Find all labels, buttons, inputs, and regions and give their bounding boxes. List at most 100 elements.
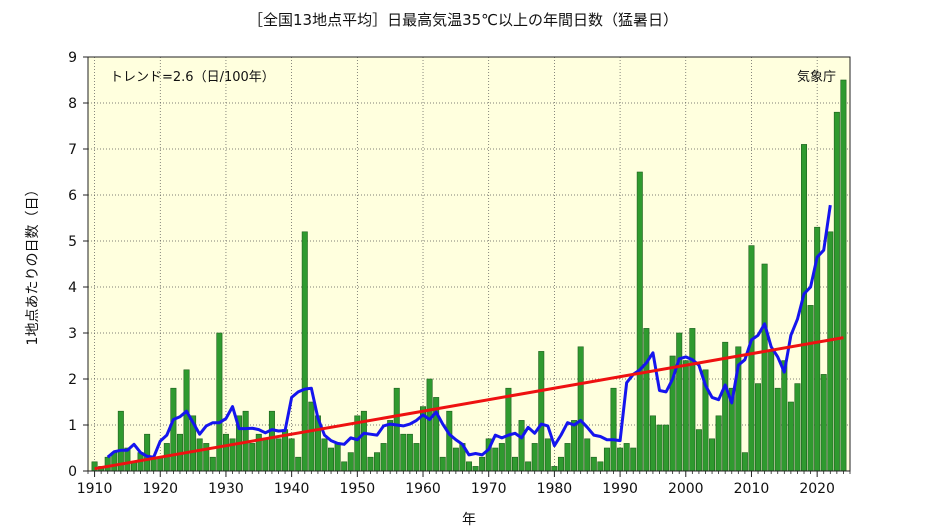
x-tick-label: 1940 <box>274 481 310 497</box>
bar <box>249 443 256 472</box>
bar <box>820 374 827 472</box>
x-tick-label: 1920 <box>142 481 178 497</box>
y-tick-label: 9 <box>68 50 77 66</box>
bar <box>374 452 381 472</box>
bar <box>833 111 840 472</box>
x-tick-label: 1990 <box>602 481 638 497</box>
x-tick-label: 1930 <box>208 481 244 497</box>
bar <box>387 420 394 472</box>
bar <box>426 378 433 472</box>
bar <box>439 456 446 472</box>
y-tick-label: 5 <box>68 234 77 250</box>
bar <box>393 387 400 472</box>
moving-average-line <box>106 204 832 459</box>
bar <box>781 360 788 472</box>
y-axis-label: 1地点あたりの日数（日） <box>25 183 41 346</box>
bar <box>682 360 689 472</box>
bar <box>144 433 151 472</box>
bar <box>400 433 407 472</box>
bar <box>551 466 558 472</box>
bar <box>209 456 216 472</box>
y-tick-label: 1 <box>68 418 77 434</box>
bar <box>827 231 834 472</box>
bar <box>768 351 775 472</box>
bar <box>262 438 269 472</box>
bar <box>807 305 814 472</box>
x-tick-label: 1970 <box>471 481 507 497</box>
x-tick-label: 1950 <box>340 481 376 497</box>
bar <box>794 383 801 472</box>
bar <box>656 424 663 472</box>
bar <box>511 456 518 472</box>
bar <box>709 438 716 472</box>
bar <box>466 461 472 472</box>
x-tick-label: 2020 <box>799 481 835 497</box>
bar <box>525 461 532 472</box>
bar <box>170 387 177 472</box>
bar <box>649 415 656 472</box>
bar <box>321 438 328 472</box>
x-tick-label: 2000 <box>668 481 704 497</box>
bar <box>275 438 282 472</box>
bar <box>636 171 643 472</box>
bar <box>380 443 387 472</box>
bar <box>518 420 525 472</box>
bar <box>597 461 604 472</box>
bar <box>695 429 702 472</box>
bar <box>577 346 584 472</box>
bar <box>722 341 729 472</box>
bar <box>617 447 624 472</box>
bar <box>222 433 229 472</box>
x-axis-label: 年 <box>462 512 476 528</box>
trend-line <box>94 336 844 471</box>
bar <box>623 443 630 472</box>
bar <box>840 79 847 472</box>
bar <box>446 410 453 472</box>
y-tick-label: 6 <box>68 188 77 204</box>
bar <box>367 456 374 472</box>
bar <box>741 452 748 472</box>
y-tick-label: 4 <box>68 280 77 296</box>
bar <box>544 438 551 472</box>
bar <box>557 456 564 472</box>
bar <box>755 383 762 472</box>
bar <box>111 452 118 472</box>
bar <box>334 443 341 472</box>
bar <box>413 443 420 472</box>
x-tick-label: 1980 <box>537 481 573 497</box>
bar <box>801 144 808 472</box>
bar <box>761 263 768 472</box>
bar <box>505 387 512 472</box>
x-tick-label: 2010 <box>734 481 770 497</box>
bar <box>479 456 486 472</box>
y-tick-label: 2 <box>68 372 77 388</box>
bar <box>663 424 670 472</box>
bar <box>347 452 354 472</box>
bar <box>452 447 459 472</box>
bar <box>117 410 124 472</box>
bar <box>748 245 755 472</box>
y-tick-label: 0 <box>68 464 77 480</box>
ticks: 0 1 2 3 4 5 6 7 8 9 1910 1920 1930 1940 1950 1960 1970 19… <box>68 50 851 497</box>
x-tick-label: 1910 <box>77 481 113 497</box>
bar <box>715 415 722 472</box>
bar <box>498 443 505 472</box>
source-label: 気象庁 <box>797 69 836 85</box>
bar <box>531 443 538 472</box>
bar <box>564 443 571 472</box>
bar <box>571 420 578 472</box>
bar <box>341 461 348 472</box>
bar <box>308 401 315 472</box>
bar <box>610 387 617 472</box>
bar <box>183 369 190 472</box>
bar <box>590 456 597 472</box>
bar <box>472 466 479 472</box>
bar <box>301 231 308 472</box>
bar <box>676 332 683 472</box>
bar <box>268 410 275 472</box>
bar <box>295 456 302 472</box>
bar <box>774 387 781 472</box>
bar <box>288 438 295 472</box>
bar <box>104 456 111 472</box>
